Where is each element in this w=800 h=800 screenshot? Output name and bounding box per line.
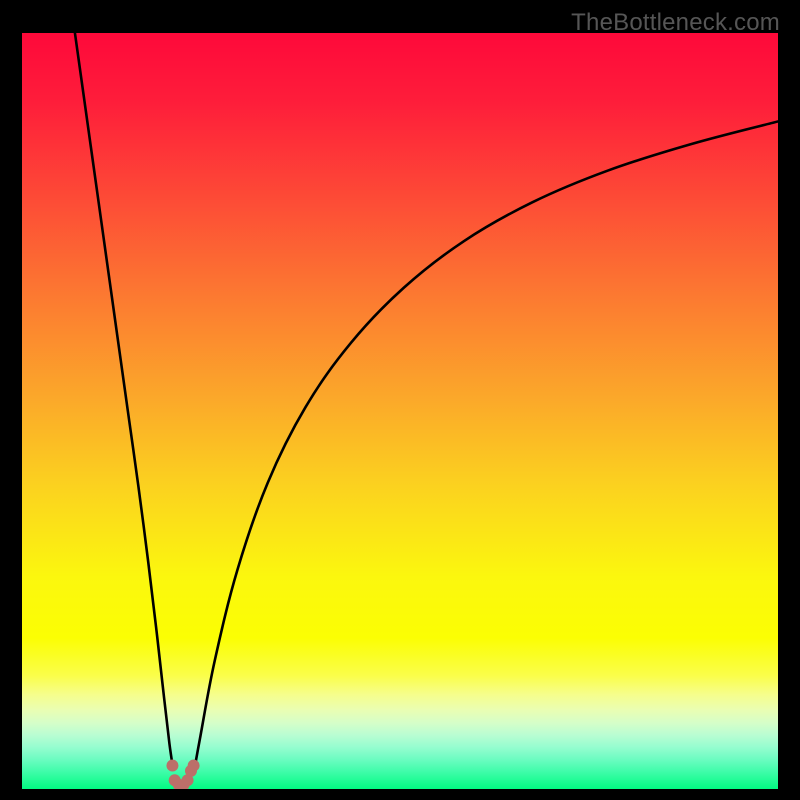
valley-marker [166,760,178,772]
gradient-plot-svg [22,33,778,789]
gradient-background [22,33,778,789]
plot-area [22,33,778,789]
valley-marker [188,760,200,772]
chart-frame [22,33,778,789]
watermark-text: TheBottleneck.com [571,9,780,37]
